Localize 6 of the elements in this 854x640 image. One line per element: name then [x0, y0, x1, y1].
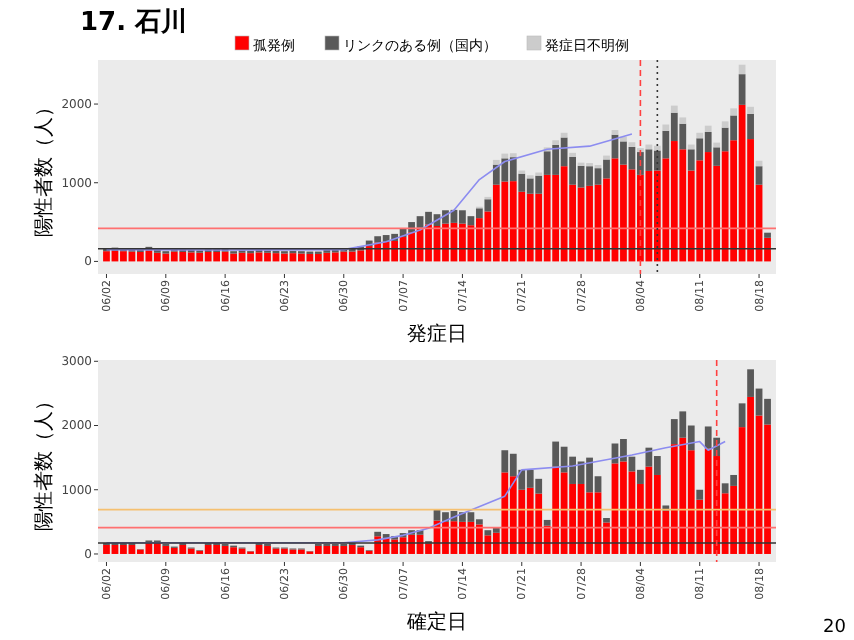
text: 20	[823, 618, 847, 638]
x-axis-title: 発症日	[407, 322, 467, 346]
y-axis-title: 陽性者数（人）	[32, 97, 56, 237]
x-axis-title: 確定日	[405, 610, 467, 634]
chart-title: 17. 石川	[80, 8, 188, 38]
y-axis-title: 陽性者数（人）	[32, 391, 56, 531]
